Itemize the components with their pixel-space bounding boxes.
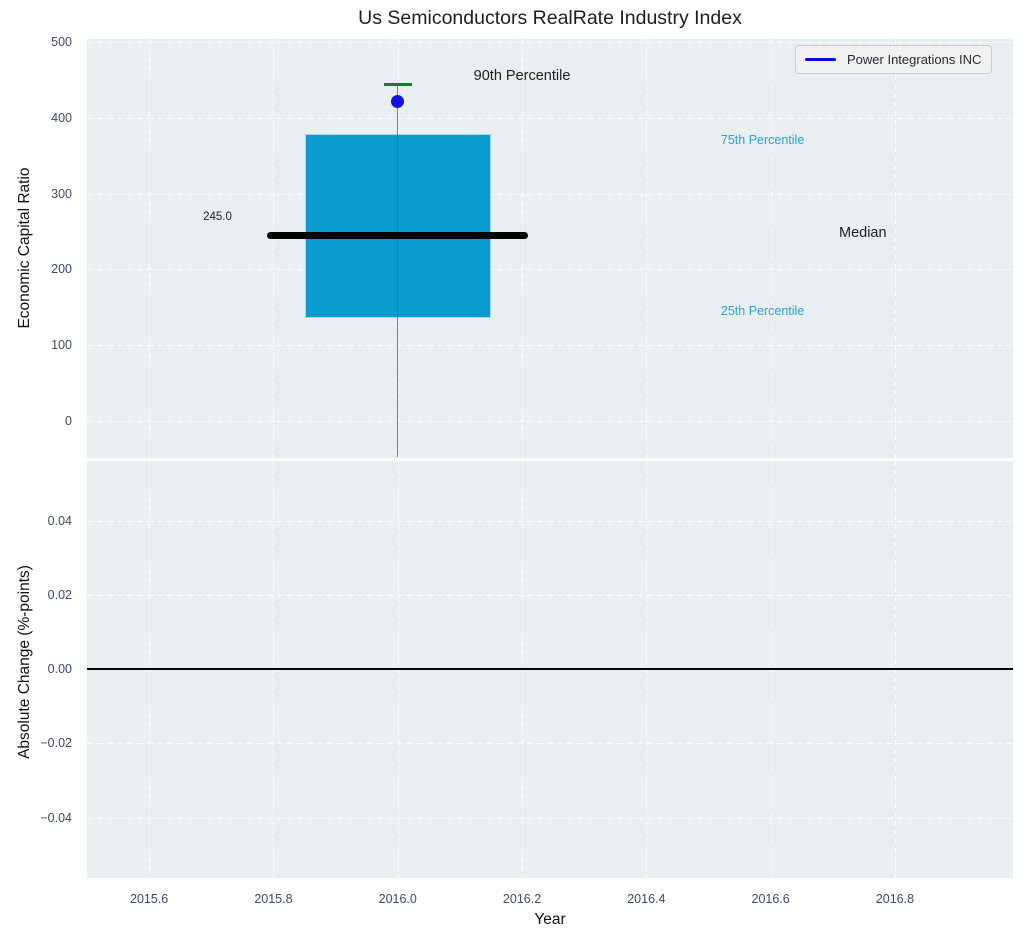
gridline-y-−0.02 bbox=[87, 743, 1013, 745]
gridline-x-2015.8 bbox=[273, 39, 275, 458]
x-axis-label: Year bbox=[534, 911, 566, 928]
gridline-y-0 bbox=[87, 421, 1013, 422]
gridline-y-0.04 bbox=[87, 520, 1013, 522]
y-tick-label-top: 0 bbox=[65, 414, 72, 428]
annotation-25th-percentile: 25th Percentile bbox=[720, 304, 805, 319]
gridline-y-500 bbox=[87, 42, 1013, 44]
y-tick-label-bottom: 0.00 bbox=[47, 662, 72, 677]
median-line bbox=[267, 231, 529, 239]
x-tick-label: 2016.4 bbox=[627, 892, 666, 906]
y-axis-label-top: Economic Capital Ratio bbox=[16, 167, 33, 329]
y-tick-label-bottom: 0.02 bbox=[47, 587, 72, 602]
y-axis-label-bottom: Absolute Change (%-points) bbox=[16, 565, 33, 759]
gridline-y-100 bbox=[87, 345, 1013, 347]
gridline-x-2016.2 bbox=[522, 39, 524, 458]
gridline-y-0.02 bbox=[87, 594, 1013, 596]
chart-title: Us Semiconductors RealRate Industry Inde… bbox=[358, 7, 742, 29]
y-tick-label-bottom: 0.04 bbox=[47, 513, 72, 528]
y-tick-label-top: 400 bbox=[51, 110, 72, 125]
gridline-y-200 bbox=[87, 269, 1013, 271]
gridline-y-−0.04 bbox=[87, 817, 1013, 819]
y-tick-label-bottom: −0.04 bbox=[40, 810, 72, 825]
company-point-power-integrations-inc bbox=[391, 94, 405, 108]
y-tick-label-top: 500 bbox=[51, 35, 72, 50]
annotation-245-0: 245.0 bbox=[203, 211, 232, 224]
annotation-90th-percentile: 90th Percentile bbox=[473, 68, 571, 85]
gridline-x-2015.6 bbox=[149, 39, 151, 458]
x-tick-label: 2016.8 bbox=[875, 892, 915, 906]
gridline-y-400 bbox=[87, 117, 1013, 119]
whisker-line-over-box bbox=[396, 133, 399, 318]
x-tick-label: 2016.0 bbox=[378, 892, 417, 906]
y-tick-label-top: 100 bbox=[51, 338, 72, 353]
legend: Power Integrations INC bbox=[795, 45, 993, 74]
y-tick-label-top: 200 bbox=[51, 262, 72, 277]
zero-line bbox=[87, 668, 1013, 670]
x-tick-label: 2016.6 bbox=[751, 892, 790, 906]
gridline-x-2016.4 bbox=[646, 39, 648, 458]
top-axes-economic-capital-ratio bbox=[87, 39, 1013, 458]
gridline-x-2016.6 bbox=[770, 39, 772, 458]
annotation-median: Median bbox=[838, 225, 887, 242]
p90-cap bbox=[383, 82, 412, 87]
y-tick-label-bottom: −0.02 bbox=[40, 736, 72, 751]
annotation-75th-percentile: 75th Percentile bbox=[720, 132, 805, 147]
legend-label: Power Integrations INC bbox=[847, 52, 982, 67]
gridline-y-300 bbox=[87, 193, 1013, 195]
legend-line-sample-icon bbox=[805, 58, 836, 61]
x-tick-label: 2015.6 bbox=[130, 892, 169, 906]
x-tick-label: 2015.8 bbox=[254, 892, 293, 906]
bottom-axes-absolute-change bbox=[87, 461, 1013, 878]
gridline-x-2016.8 bbox=[894, 39, 896, 458]
x-tick-label: 2016.2 bbox=[502, 892, 542, 906]
y-tick-label-top: 300 bbox=[51, 186, 72, 201]
